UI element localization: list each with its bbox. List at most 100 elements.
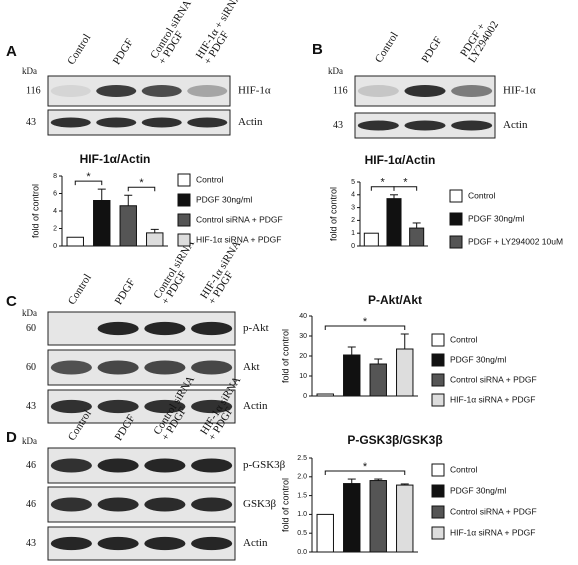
molecular-weight: 116 (333, 85, 348, 96)
kda-label: kDa (22, 66, 37, 76)
panel-letter: B (312, 41, 323, 58)
significance-label: * (381, 177, 386, 189)
legend-label: Control siRNA + PDGF (450, 506, 537, 516)
blot-band (187, 85, 228, 97)
y-tick-label: 2 (53, 225, 57, 232)
legend-swatch (431, 373, 445, 387)
blot-band (404, 85, 446, 97)
blot-band (191, 497, 233, 512)
blot-band (451, 85, 493, 97)
blot-band (191, 399, 233, 414)
bar (409, 227, 425, 247)
blot-band (451, 120, 493, 131)
significance-label: * (86, 171, 91, 183)
blot-band (97, 536, 139, 551)
blot-band (50, 458, 92, 473)
legend-label: Control siRNA + PDGF (450, 374, 537, 384)
bar (386, 198, 402, 247)
chart-title: P-GSK3β/GSK3β (347, 433, 442, 447)
significance-bracket (324, 470, 406, 476)
blot-label: GSK3β (243, 498, 277, 510)
molecular-weight: 43 (26, 117, 36, 128)
blot-label: Actin (238, 116, 263, 128)
legend-label: PDGF 30ng/ml (450, 354, 506, 364)
legend-label: Control (468, 190, 496, 200)
legend-swatch (431, 505, 445, 519)
bar (363, 232, 379, 247)
blot-label: p-GSK3β (243, 459, 286, 471)
lane-label: Control (65, 32, 93, 67)
blot-band (50, 536, 92, 551)
legend-swatch (449, 212, 463, 226)
y-tick-label: 0 (303, 393, 307, 400)
legend-swatch (177, 193, 191, 207)
bar (396, 348, 414, 397)
blot-label: Actin (243, 537, 268, 549)
significance-label: * (139, 177, 144, 189)
legend-swatch (177, 173, 191, 187)
y-tick-label: 20 (299, 353, 307, 360)
blot-band (96, 85, 137, 97)
molecular-weight: 46 (26, 460, 36, 471)
significance-label: * (363, 316, 368, 328)
blot-band (357, 120, 399, 131)
panel-letter: D (6, 429, 17, 446)
bar (316, 393, 334, 397)
legend-swatch (431, 484, 445, 498)
y-tick-label: 0 (53, 243, 57, 250)
y-tick-label: 1 (351, 230, 355, 237)
y-tick-label: 40 (299, 313, 307, 320)
lane-label: PDGF (111, 37, 136, 67)
blot-band (144, 399, 186, 414)
blot-label: HIF-1α (503, 85, 536, 97)
legend-label: Control (450, 464, 478, 474)
legend-label: Control (196, 174, 224, 184)
legend-label: Control siRNA + PDGF (196, 214, 283, 224)
y-tick-label: 2.5 (297, 455, 307, 462)
y-tick-label: 6 (53, 190, 57, 197)
legend-swatch (449, 189, 463, 203)
y-axis-label: fold of control (328, 187, 338, 241)
blot-band (50, 497, 92, 512)
y-tick-label: 2 (351, 217, 355, 224)
blot-band (96, 117, 137, 128)
legend-swatch (177, 233, 191, 247)
blot-label: Actin (243, 400, 268, 412)
molecular-weight: 46 (26, 499, 36, 510)
blot-band (144, 458, 186, 473)
bar (343, 354, 361, 397)
y-axis-label: fold of control (280, 478, 290, 532)
kda-label: kDa (22, 308, 37, 318)
blot-band (97, 399, 139, 414)
blot-band (97, 497, 139, 512)
legend-swatch (431, 333, 445, 347)
legend-swatch (449, 235, 463, 249)
blot-band (144, 497, 186, 512)
y-tick-label: 8 (53, 173, 57, 180)
bar (66, 236, 84, 247)
panel-letter: A (6, 43, 17, 60)
significance-bracket (393, 186, 418, 191)
y-tick-label: 5 (351, 179, 355, 186)
blot-label: HIF-1α (238, 85, 271, 97)
legend-label: HIF-1α siRNA + PDGF (450, 527, 535, 537)
y-tick-label: 4 (53, 208, 57, 215)
significance-label: * (363, 461, 368, 473)
y-tick-label: 1.0 (297, 511, 307, 518)
legend-label: HIF-1α siRNA + PDGF (196, 234, 281, 244)
blot-label: Akt (243, 361, 260, 373)
y-tick-label: 4 (351, 192, 355, 199)
kda-label: kDa (328, 66, 343, 76)
legend-label: HIF-1α siRNA + PDGF (450, 394, 535, 404)
legend-label: Control (450, 334, 478, 344)
chart-title: P-Akt/Akt (368, 293, 422, 307)
significance-bracket (74, 180, 103, 186)
legend-label: PDGF 30ng/ml (196, 194, 252, 204)
blot-band (97, 458, 139, 473)
legend-swatch (431, 526, 445, 540)
y-tick-label: 0 (351, 243, 355, 250)
blot-band (187, 117, 228, 128)
y-tick-label: 0.5 (297, 530, 307, 537)
legend-swatch (177, 213, 191, 227)
